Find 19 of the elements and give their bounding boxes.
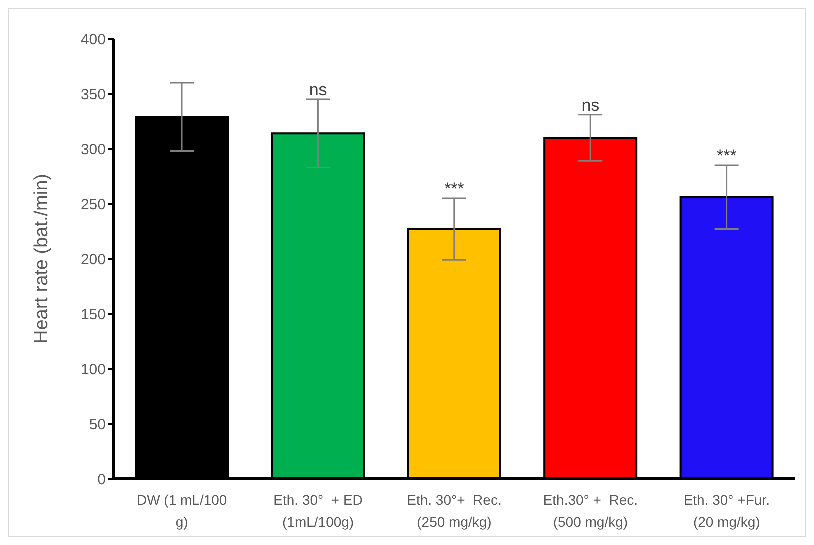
annotation: ns: [309, 80, 328, 100]
x-tick-label: DW (1 mL/100 g): [136, 492, 228, 530]
y-tick-label: 300: [80, 141, 106, 158]
y-tick-label: 0: [98, 471, 106, 488]
x-tick-label: Eth. 30° +Fur. (20 mg/kg): [684, 492, 770, 530]
x-tick-label: Eth.30° + Rec. (500 mg/kg): [543, 492, 638, 530]
y-tick-label: 350: [80, 86, 106, 104]
y-tick-label: 100: [80, 361, 106, 378]
y-tick-label: 200: [80, 251, 106, 268]
annotation: ns: [582, 96, 600, 115]
y-tick-label: 250: [80, 196, 106, 214]
y-tick-label: 150: [80, 306, 106, 324]
annotation: ***: [444, 180, 465, 198]
x-tick-label: Eth. 30° + ED (1mL/100g): [274, 492, 363, 530]
y-tick-label: 400: [80, 31, 106, 48]
x-tick-label: Eth. 30°+ Rec. (250 mg/kg): [407, 492, 502, 530]
annotation: ***: [716, 146, 738, 166]
y-tick-label: 50: [89, 416, 106, 434]
y-axis-title: Heart rate (bat./min): [32, 174, 53, 344]
